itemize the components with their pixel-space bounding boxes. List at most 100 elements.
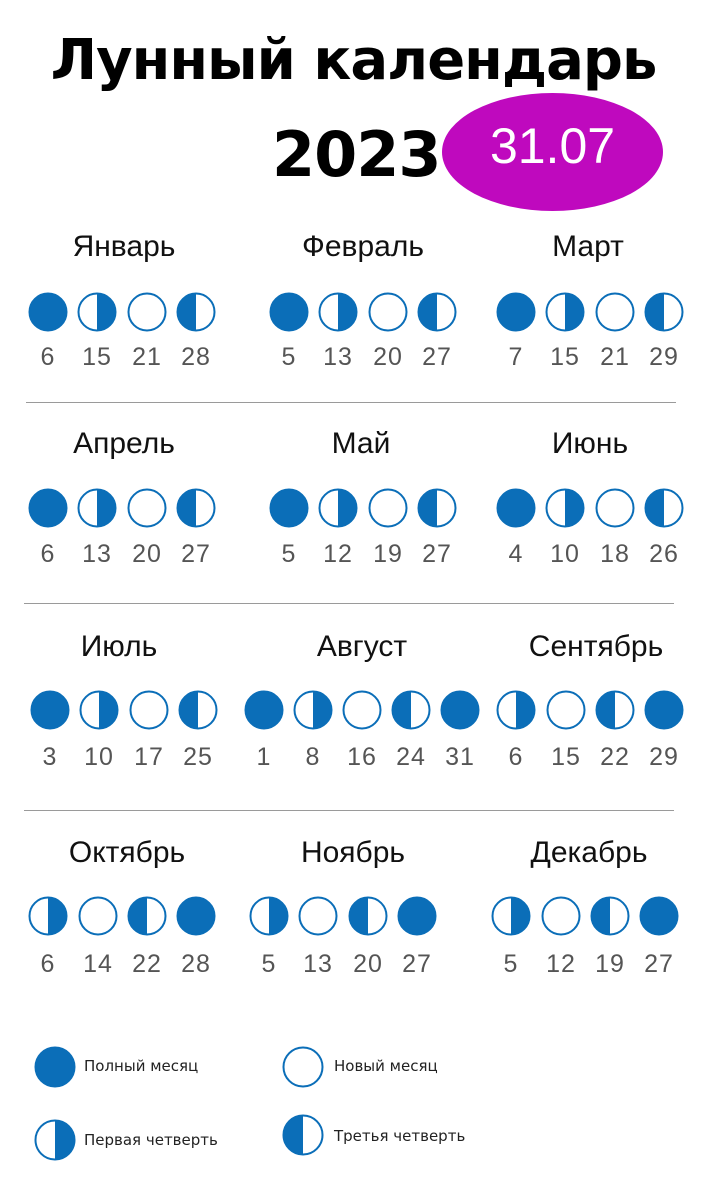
new-moon-icon [368, 292, 408, 332]
month-name: Февраль [302, 230, 424, 263]
full-moon-icon [269, 488, 309, 528]
first-quarter-moon-icon [545, 292, 585, 332]
phase-day: 29 [649, 743, 679, 771]
new-moon-icon [368, 488, 408, 528]
full-moon-icon [440, 690, 480, 730]
month-name: Июль [80, 630, 158, 663]
last-quarter-moon-icon [178, 690, 218, 730]
legend-label: Первая четверть [84, 1131, 218, 1149]
phase-day: 21 [132, 343, 162, 371]
first-quarter-moon-icon [77, 292, 117, 332]
phase-day: 13 [303, 950, 333, 978]
first-quarter-moon-icon [28, 896, 68, 936]
phase-day: 5 [281, 343, 297, 371]
phase-day: 14 [83, 950, 113, 978]
full-moon-icon [28, 292, 68, 332]
month-name: Апрель [73, 427, 175, 460]
month-name: Март [552, 230, 624, 263]
last-quarter-moon-icon [176, 488, 216, 528]
phase-day: 27 [422, 540, 452, 568]
month-name: Ноябрь [300, 836, 406, 869]
row-divider [24, 810, 674, 811]
first-quarter-moon-icon [77, 488, 117, 528]
phase-day: 10 [550, 540, 580, 568]
phase-day: 20 [132, 540, 162, 568]
legend-label: Полный месяц [84, 1057, 199, 1075]
month-name: Декабрь [530, 836, 648, 869]
full-moon-icon [639, 896, 679, 936]
new-moon-icon [546, 690, 586, 730]
row-divider [24, 603, 674, 604]
last-quarter-moon-icon [348, 896, 388, 936]
month-name: Октябрь [68, 836, 186, 869]
new-moon-icon [127, 292, 167, 332]
phase-day: 19 [595, 950, 625, 978]
year-title: 2023 [272, 118, 442, 191]
full-moon-icon [644, 690, 684, 730]
phase-day: 29 [649, 343, 679, 371]
full-moon-icon [269, 292, 309, 332]
phase-day: 8 [305, 743, 321, 771]
month-name: Август [316, 630, 408, 663]
first-quarter-moon-icon [318, 488, 358, 528]
phase-day: 17 [134, 743, 164, 771]
legend-label: Новый месяц [334, 1057, 438, 1075]
phase-day: 28 [181, 950, 211, 978]
new-moon-icon [342, 690, 382, 730]
phase-day: 25 [183, 743, 213, 771]
new-moon-icon [282, 1046, 324, 1088]
phase-day: 15 [82, 343, 112, 371]
first-quarter-moon-icon [79, 690, 119, 730]
phase-day: 12 [323, 540, 353, 568]
phase-day: 10 [84, 743, 114, 771]
phase-day: 15 [550, 343, 580, 371]
last-quarter-moon-icon [644, 488, 684, 528]
phase-day: 26 [649, 540, 679, 568]
phase-day: 6 [40, 343, 56, 371]
full-moon-icon [30, 690, 70, 730]
phase-day: 12 [546, 950, 576, 978]
first-quarter-moon-icon [293, 690, 333, 730]
full-moon-icon [397, 896, 437, 936]
first-quarter-moon-icon [249, 896, 289, 936]
phase-day: 22 [132, 950, 162, 978]
row-divider [26, 402, 676, 403]
phase-day: 20 [373, 343, 403, 371]
phase-day: 6 [508, 743, 524, 771]
phase-day: 20 [353, 950, 383, 978]
new-moon-icon [595, 488, 635, 528]
first-quarter-moon-icon [496, 690, 536, 730]
phase-day: 5 [261, 950, 277, 978]
new-moon-icon [298, 896, 338, 936]
phase-day: 6 [40, 950, 56, 978]
phase-day: 4 [508, 540, 524, 568]
phase-day: 31 [445, 743, 475, 771]
full-moon-icon [28, 488, 68, 528]
phase-day: 22 [600, 743, 630, 771]
month-name: Январь [72, 230, 176, 263]
phase-day: 5 [281, 540, 297, 568]
phase-day: 27 [422, 343, 452, 371]
last-quarter-moon-icon [595, 690, 635, 730]
phase-day: 27 [181, 540, 211, 568]
new-moon-icon [129, 690, 169, 730]
month-name: Июнь [551, 427, 629, 460]
phase-day: 5 [503, 950, 519, 978]
legend-label: Третья четверть [334, 1127, 466, 1145]
phase-day: 27 [644, 950, 674, 978]
phase-day: 7 [508, 343, 524, 371]
phase-day: 16 [347, 743, 377, 771]
last-quarter-moon-icon [282, 1114, 324, 1156]
phase-day: 27 [402, 950, 432, 978]
new-moon-icon [541, 896, 581, 936]
phase-day: 13 [82, 540, 112, 568]
first-quarter-moon-icon [34, 1119, 76, 1161]
full-moon-icon [496, 292, 536, 332]
phase-day: 28 [181, 343, 211, 371]
month-name: Май [331, 427, 391, 460]
phase-day: 18 [600, 540, 630, 568]
last-quarter-moon-icon [391, 690, 431, 730]
last-quarter-moon-icon [417, 292, 457, 332]
last-quarter-moon-icon [176, 292, 216, 332]
last-quarter-moon-icon [127, 896, 167, 936]
